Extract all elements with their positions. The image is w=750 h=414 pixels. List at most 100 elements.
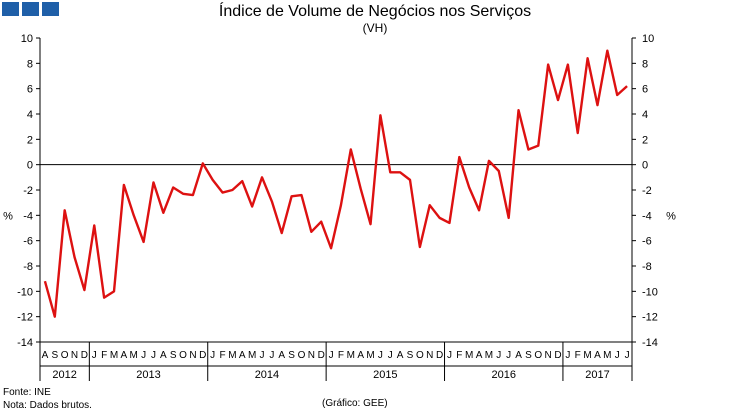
month-label: S — [170, 350, 177, 361]
month-label: J — [506, 350, 511, 361]
month-label: D — [199, 350, 206, 361]
data-point — [54, 315, 56, 317]
month-label: O — [298, 350, 306, 361]
y-axis-unit-right: % — [666, 210, 676, 222]
year-label: 2013 — [136, 369, 160, 381]
data-point — [517, 109, 519, 111]
y-tick-label-right: 4 — [642, 109, 648, 121]
y-tick-label-left: 0 — [27, 160, 33, 172]
y-tick-label-right: -12 — [642, 312, 658, 324]
year-label: 2016 — [491, 369, 515, 381]
data-point — [202, 162, 204, 164]
month-label: M — [603, 350, 611, 361]
data-point — [389, 171, 391, 173]
month-label: N — [426, 350, 433, 361]
y-tick-label-right: -6 — [642, 236, 652, 248]
month-label: D — [436, 350, 443, 361]
data-point — [468, 186, 470, 188]
data-note: Nota: Dados brutos. — [3, 400, 92, 411]
chart-credit: (Gráfico: GEE) — [322, 398, 388, 409]
month-label: J — [269, 350, 274, 361]
data-point — [350, 148, 352, 150]
month-label: N — [545, 350, 552, 361]
month-label: A — [476, 350, 483, 361]
month-label: J — [378, 350, 383, 361]
data-point — [281, 232, 283, 234]
month-label: J — [329, 350, 334, 361]
data-point — [221, 191, 223, 193]
data-point — [162, 212, 164, 214]
month-label: J — [141, 350, 146, 361]
data-point — [310, 231, 312, 233]
y-tick-label-right: -4 — [642, 210, 652, 222]
data-point — [231, 189, 233, 191]
y-tick-label-left: -6 — [23, 236, 33, 248]
data-point — [448, 222, 450, 224]
data-point — [458, 156, 460, 158]
y-tick-label-right: -10 — [642, 286, 658, 298]
month-label: M — [248, 350, 256, 361]
data-point — [271, 200, 273, 202]
chart-subtitle: (VH) — [362, 21, 388, 35]
month-label: A — [357, 350, 364, 361]
month-label: N — [189, 350, 196, 361]
month-label: D — [81, 350, 88, 361]
month-label: J — [151, 350, 156, 361]
data-point — [330, 247, 332, 249]
data-point — [478, 209, 480, 211]
data-point — [409, 179, 411, 181]
data-point — [399, 171, 401, 173]
month-label: F — [101, 350, 107, 361]
data-point — [537, 144, 539, 146]
month-label: M — [110, 350, 118, 361]
y-tick-label-left: 10 — [21, 33, 33, 45]
chart-title: Índice de Volume de Negócios nos Serviço… — [218, 3, 532, 20]
data-point — [606, 49, 608, 51]
month-label: N — [71, 350, 78, 361]
data-point — [429, 204, 431, 206]
month-label: A — [594, 350, 601, 361]
data-point — [142, 241, 144, 243]
y-axis-unit-left: % — [3, 210, 13, 222]
month-label: O — [416, 350, 424, 361]
month-label: J — [388, 350, 393, 361]
data-point — [211, 179, 213, 181]
data-point — [507, 217, 509, 219]
data-point — [63, 209, 65, 211]
data-point — [379, 114, 381, 116]
month-label: M — [347, 350, 355, 361]
month-label: J — [260, 350, 265, 361]
month-label: S — [525, 350, 532, 361]
y-tick-label-left: 8 — [27, 58, 33, 70]
data-point — [586, 57, 588, 59]
month-label: J — [615, 350, 620, 361]
data-point — [438, 217, 440, 219]
data-point — [488, 160, 490, 162]
y-tick-label-left: -14 — [17, 337, 33, 349]
month-label: F — [575, 350, 581, 361]
month-label: A — [239, 350, 246, 361]
series-line-vh — [43, 49, 628, 318]
month-label: S — [288, 350, 295, 361]
month-label: M — [366, 350, 374, 361]
month-label: A — [42, 350, 49, 361]
logo-block-1 — [2, 2, 19, 16]
year-label: 2015 — [373, 369, 397, 381]
y-tick-label-right: 6 — [642, 84, 648, 96]
data-point — [596, 104, 598, 106]
month-label: J — [625, 350, 630, 361]
data-point — [133, 214, 135, 216]
year-label: 2012 — [52, 369, 76, 381]
data-point — [73, 256, 75, 258]
data-point — [340, 204, 342, 206]
data-point — [152, 181, 154, 183]
data-point — [300, 194, 302, 196]
month-label: O — [534, 350, 542, 361]
data-point — [626, 85, 628, 87]
month-label: O — [61, 350, 69, 361]
data-point — [547, 63, 549, 65]
data-point — [527, 148, 529, 150]
data-point — [241, 180, 243, 182]
month-label: A — [515, 350, 522, 361]
data-point — [498, 170, 500, 172]
